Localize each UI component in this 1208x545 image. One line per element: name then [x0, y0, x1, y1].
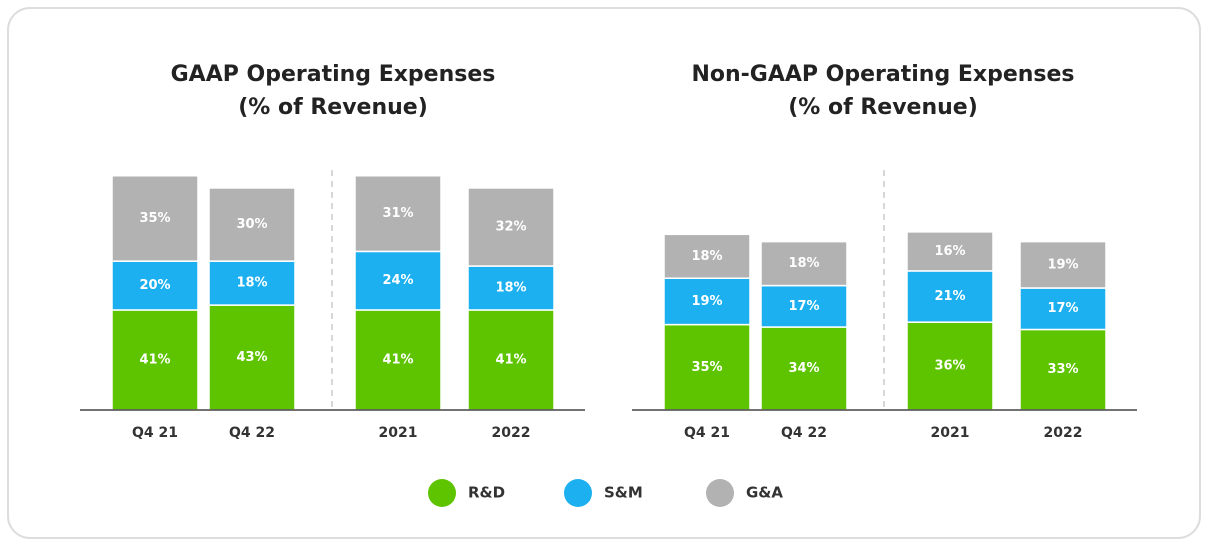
bar-segment	[354, 175, 442, 253]
value-label: 18%	[788, 256, 819, 271]
bar-segment	[760, 240, 848, 287]
legend-label: S&M	[604, 484, 643, 502]
value-label: 33%	[1047, 362, 1078, 377]
bar-segment	[663, 323, 751, 411]
value-label: 17%	[788, 299, 819, 314]
bar-segment	[354, 250, 442, 311]
value-label: 32%	[495, 220, 526, 235]
legend-swatch	[706, 479, 734, 507]
value-label: 41%	[382, 352, 413, 367]
bar-segment	[760, 326, 848, 411]
bar-segment	[906, 321, 994, 411]
x-tick-label: 2021	[379, 425, 418, 441]
value-label: 36%	[934, 359, 965, 374]
bar-segment	[467, 187, 555, 267]
chart-subtitle: (% of Revenue)	[238, 95, 428, 120]
x-tick-label: Q4 21	[684, 425, 730, 441]
legend-label: G&A	[746, 484, 783, 502]
bar-segment	[760, 284, 848, 328]
value-label: 16%	[934, 244, 965, 259]
value-label: 24%	[382, 273, 413, 288]
value-label: 41%	[495, 352, 526, 367]
value-label: 43%	[236, 350, 267, 365]
value-label: 31%	[382, 206, 413, 221]
bar-segment	[906, 270, 994, 323]
chart-subtitle: (% of Revenue)	[788, 95, 978, 120]
value-label: 34%	[788, 361, 819, 376]
value-label: 18%	[691, 249, 722, 264]
x-tick-label: Q4 21	[132, 425, 178, 441]
x-tick-label: 2021	[931, 425, 970, 441]
x-tick-label: Q4 22	[781, 425, 827, 441]
value-label: 35%	[139, 211, 170, 226]
bar-segment	[111, 175, 199, 262]
bar-segment	[1019, 328, 1107, 411]
value-label: 20%	[139, 278, 170, 293]
x-tick-label: Q4 22	[229, 425, 275, 441]
bar-segment	[1019, 240, 1107, 289]
bar-segment	[208, 187, 296, 262]
bar-segment	[111, 260, 199, 311]
chart-title: GAAP Operating Expenses	[171, 62, 496, 87]
value-label: 17%	[1047, 301, 1078, 316]
value-label: 41%	[139, 352, 170, 367]
value-label: 18%	[236, 276, 267, 291]
bar-segment	[1019, 287, 1107, 331]
x-tick-label: 2022	[1044, 425, 1083, 441]
value-label: 30%	[236, 217, 267, 232]
legend-swatch	[428, 479, 456, 507]
legend-swatch	[564, 479, 592, 507]
card	[7, 7, 1201, 539]
chart-title: Non-GAAP Operating Expenses	[691, 62, 1074, 87]
value-label: 19%	[691, 294, 722, 309]
value-label: 35%	[691, 360, 722, 375]
bar-segment	[111, 309, 199, 411]
value-label: 21%	[934, 289, 965, 304]
bar-segment	[906, 231, 994, 272]
value-label: 19%	[1047, 257, 1078, 272]
bar-segment	[663, 233, 751, 279]
value-label: 18%	[495, 281, 526, 296]
bar-segment	[467, 309, 555, 411]
legend-label: R&D	[468, 484, 505, 502]
x-tick-label: 2022	[492, 425, 531, 441]
